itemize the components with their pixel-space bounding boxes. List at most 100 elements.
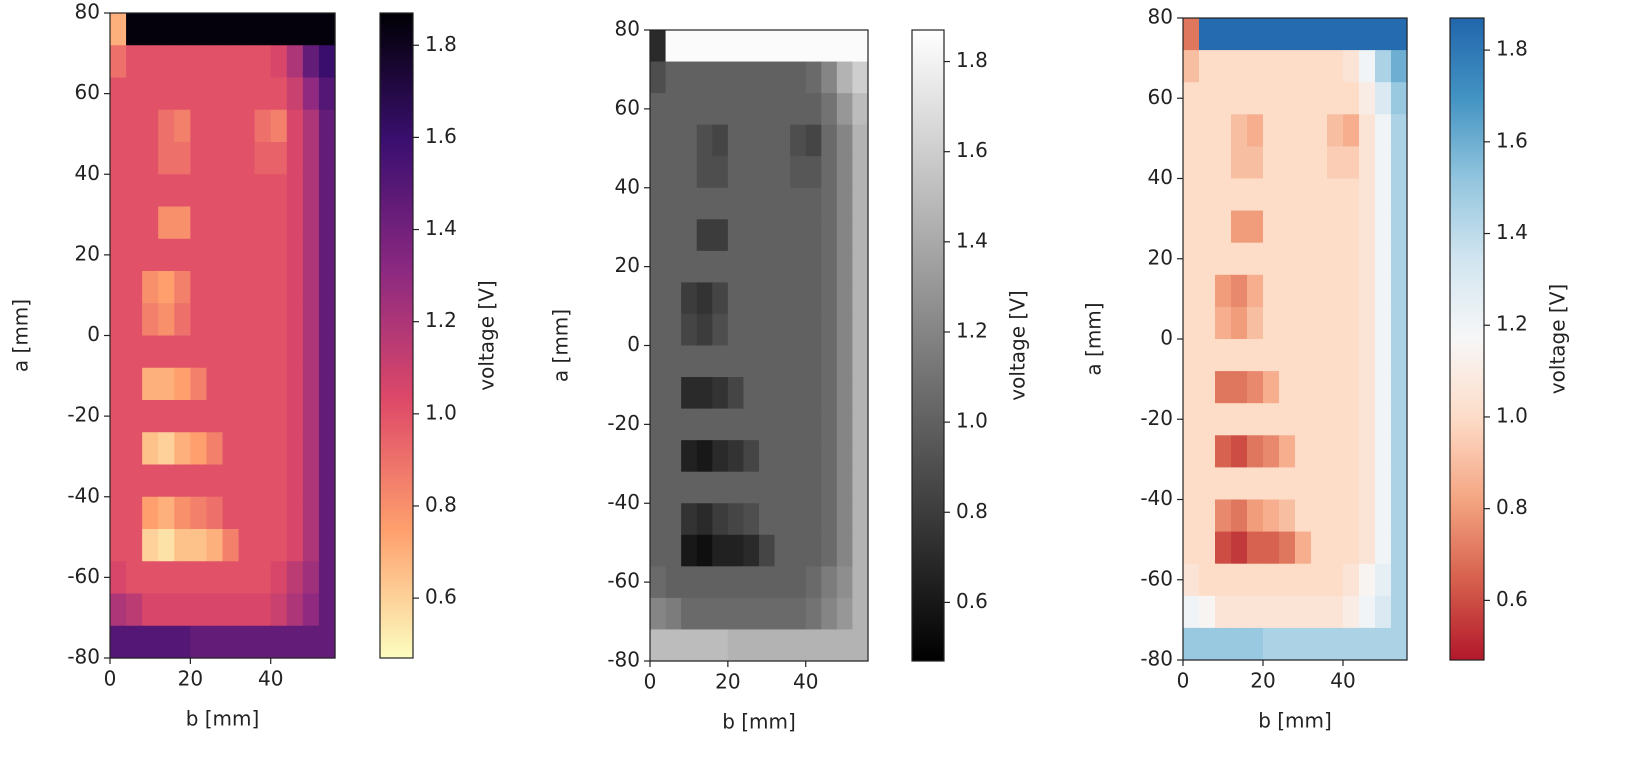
heatmap-cell	[821, 219, 838, 252]
heatmap-cell	[126, 303, 143, 337]
heatmap-cell	[1247, 563, 1264, 597]
heatmap-cell	[270, 367, 288, 401]
heatmap-cell	[174, 174, 191, 208]
heatmap-cell	[126, 238, 143, 272]
heatmap-cell	[238, 13, 256, 46]
heatmap-cell	[1263, 563, 1280, 597]
heatmap-cell	[836, 440, 854, 473]
heatmap-cell	[158, 206, 175, 240]
heatmap-cell	[1391, 467, 1408, 501]
heatmap-cell	[158, 238, 175, 272]
heatmap-cell	[1343, 595, 1360, 629]
heatmap-cell	[1295, 50, 1312, 83]
heatmap-cell	[774, 156, 791, 189]
heatmap-cell	[254, 335, 272, 369]
x-tick-label: 40	[793, 670, 818, 694]
heatmap-cell	[712, 440, 729, 473]
heatmap-cell	[1391, 595, 1408, 629]
heatmap-cell	[805, 250, 822, 283]
heatmap-cell	[174, 45, 191, 79]
heatmap-cell	[1199, 403, 1216, 436]
heatmap-cell	[1279, 563, 1296, 597]
heatmap-cell	[142, 432, 159, 466]
heatmap-cell	[174, 400, 191, 433]
heatmap-cell	[318, 109, 336, 143]
heatmap-cell	[681, 61, 698, 94]
heatmap-cell	[1375, 114, 1392, 147]
x-tick-label: 40	[1330, 669, 1355, 693]
heatmap-cell	[1279, 210, 1296, 244]
heatmap-cell	[1263, 595, 1280, 629]
heatmap-cell	[174, 593, 191, 627]
heatmap-cell	[790, 503, 807, 536]
heatmap-cell	[1391, 82, 1408, 115]
heatmap-cell	[270, 432, 288, 466]
heatmap-cell	[286, 206, 304, 240]
heatmap-cell	[805, 440, 822, 473]
heatmap-cell	[174, 77, 191, 111]
heatmap-cell	[650, 124, 667, 157]
heatmap-cell	[286, 496, 304, 530]
heatmap-cell	[1311, 146, 1328, 180]
heatmap-cell	[743, 440, 760, 473]
heatmap-cell	[1327, 274, 1344, 308]
heatmap-cell	[1311, 531, 1328, 565]
heatmap-cell	[1343, 18, 1360, 51]
heatmap-cell	[665, 408, 682, 441]
heatmap-cell	[712, 503, 729, 536]
y-tick-label: 60	[615, 95, 640, 119]
heatmap-cell	[759, 93, 776, 126]
heatmap-cell	[142, 13, 159, 46]
heatmap-cell	[206, 400, 224, 433]
heatmap-cell	[1311, 499, 1328, 533]
heatmap-cell	[302, 238, 320, 272]
y-tick-label: -60	[67, 564, 100, 588]
heatmap-cell	[1215, 18, 1232, 51]
heatmap-cell	[1231, 210, 1248, 244]
heatmap-cell	[774, 219, 791, 252]
colorbar-tick-label: 1.4	[956, 228, 988, 252]
heatmap-cell	[222, 45, 240, 79]
colorbar-tick-label: 1.6	[425, 124, 457, 148]
heatmap-cell	[1199, 210, 1216, 244]
heatmap-cell	[774, 629, 791, 662]
heatmap-cell	[302, 561, 320, 595]
heatmap-cell	[110, 593, 127, 627]
heatmap-cell	[650, 282, 667, 315]
heatmap-cell	[1311, 18, 1328, 51]
heatmap-cell	[1359, 403, 1376, 436]
heatmap-cell	[1263, 339, 1280, 372]
heatmap-cell	[190, 45, 208, 79]
heatmap-cell	[1359, 114, 1376, 147]
heatmap-cell	[821, 187, 838, 220]
heatmap-cell	[665, 250, 682, 283]
heatmap-cell	[206, 496, 224, 530]
heatmap-cell	[805, 377, 822, 410]
heatmap-cell	[158, 529, 175, 562]
colorbar-label: voltage [V]	[1006, 290, 1030, 400]
heatmap-cell	[158, 109, 175, 143]
heatmap-cell	[1343, 627, 1360, 661]
heatmap-cell	[805, 629, 822, 662]
heatmap-cell	[1247, 339, 1264, 372]
heatmap-cell	[254, 206, 272, 240]
heatmap-cell	[206, 625, 224, 659]
heatmap-cell	[821, 156, 838, 189]
heatmap-cell	[1391, 531, 1408, 565]
heatmap-cell	[665, 187, 682, 220]
heatmap-cell	[1279, 339, 1296, 372]
heatmap-cell	[270, 174, 288, 208]
heatmap-cell	[1279, 274, 1296, 308]
heatmap-cell	[852, 93, 869, 126]
heatmap-cell	[665, 440, 682, 473]
heatmap-cell	[1311, 371, 1328, 404]
heatmap-cell	[238, 271, 256, 304]
heatmap-cell	[1183, 403, 1200, 436]
colorbar	[1450, 18, 1484, 660]
heatmap-cell	[665, 629, 682, 662]
heatmap-cell	[836, 345, 854, 378]
heatmap-cell	[821, 345, 838, 378]
heatmap-cell	[110, 400, 127, 433]
heatmap-cell	[712, 534, 729, 567]
heatmap-cell	[1295, 339, 1312, 372]
